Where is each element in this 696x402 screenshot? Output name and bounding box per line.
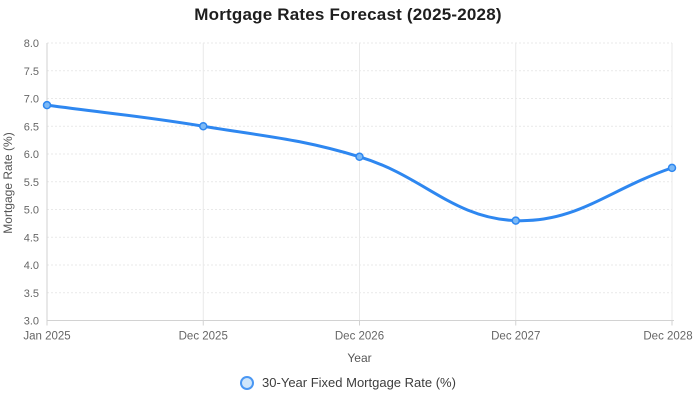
y-tick-label: 3.5 <box>24 288 39 300</box>
legend-item-series-0[interactable]: 30-Year Fixed Mortgage Rate (%) <box>240 375 456 390</box>
x-tick-label: Dec 2027 <box>491 331 540 343</box>
y-tick-label: 7.5 <box>24 66 39 78</box>
x-tick-label: Dec 2025 <box>179 331 228 343</box>
chart-title: Mortgage Rates Forecast (2025-2028) <box>194 5 502 24</box>
legend-point-icon <box>240 375 255 390</box>
y-tick-label: 6.0 <box>24 149 39 161</box>
y-axis-title: Mortgage Rate (%) <box>1 132 15 234</box>
y-tick-label: 5.5 <box>24 177 39 189</box>
data-point[interactable] <box>667 163 677 173</box>
y-tick-label: 3.0 <box>24 316 39 328</box>
x-tick-label: Dec 2026 <box>335 331 384 343</box>
data-point[interactable] <box>199 122 208 131</box>
data-point[interactable] <box>42 100 52 110</box>
y-tick-label: 8.0 <box>24 38 39 50</box>
data-point[interactable] <box>355 152 364 162</box>
y-tick-label: 5.0 <box>24 205 39 217</box>
data-point[interactable] <box>511 216 520 225</box>
y-tick-label: 7.0 <box>24 94 39 106</box>
x-axis-title: Year <box>347 351 372 365</box>
x-tick-label: Jan 2025 <box>23 331 70 343</box>
legend-label: 30-Year Fixed Mortgage Rate (%) <box>262 375 456 390</box>
legend: 30-Year Fixed Mortgage Rate (%) <box>0 375 696 390</box>
y-tick-label: 4.5 <box>24 232 39 244</box>
x-tick-label: Dec 2028 <box>643 331 692 343</box>
y-tick-label: 6.5 <box>24 121 39 133</box>
y-tick-label: 4.0 <box>24 260 39 272</box>
